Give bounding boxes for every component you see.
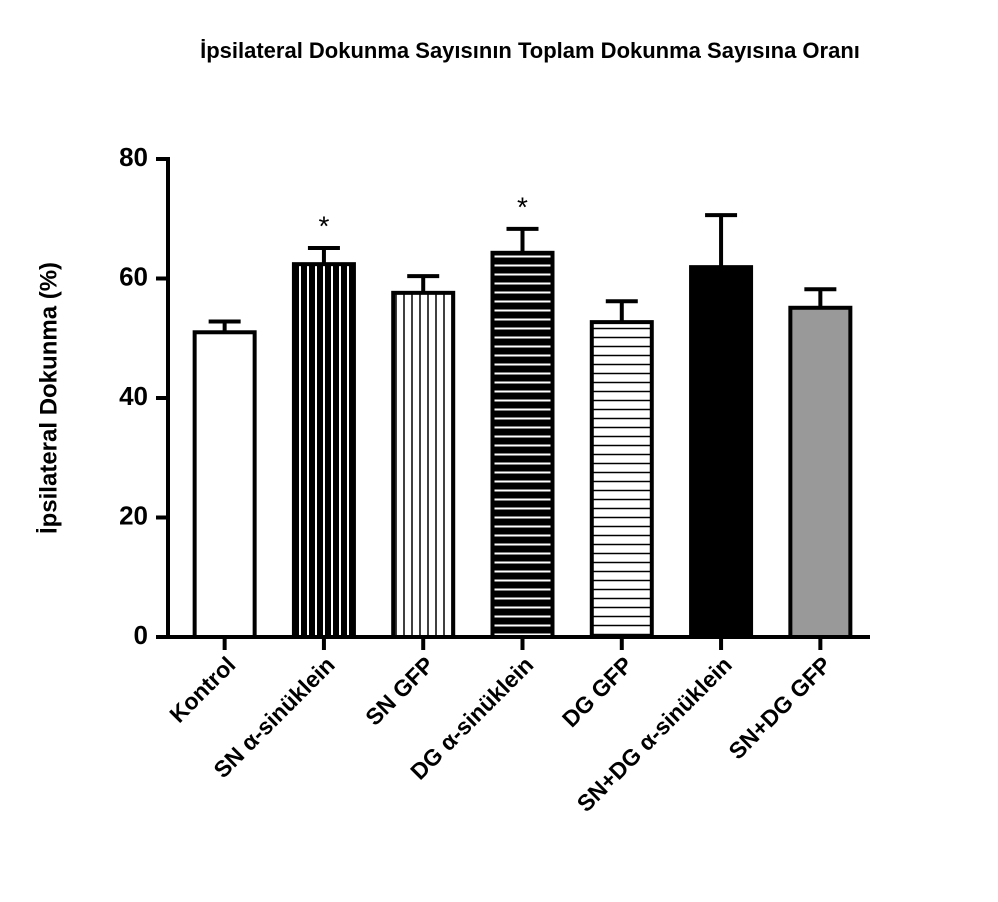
significance-label: * [318,210,329,241]
bar [788,305,853,639]
y-axis-label: İpsilateral Dokunma (%) [35,262,62,534]
y-tick-label: 40 [119,381,148,411]
y-tick-label: 20 [119,500,148,530]
x-tick-label: SN+DG GFP [723,651,836,764]
y-tick-label: 80 [119,142,148,172]
bar [490,250,555,639]
bar [291,262,356,639]
bar [689,265,754,639]
bar [589,320,654,639]
x-tick-label: SN GFP [360,651,439,730]
bar [192,330,257,639]
x-tick-label: DG GFP [557,651,638,732]
y-tick-label: 60 [119,261,148,291]
significance-label: * [517,191,528,222]
y-tick-label: 0 [134,620,148,650]
chart-title: İpsilateral Dokunma Sayısının Toplam Dok… [200,38,860,63]
bar [391,290,456,639]
x-tick-label: Kontrol [164,651,240,727]
